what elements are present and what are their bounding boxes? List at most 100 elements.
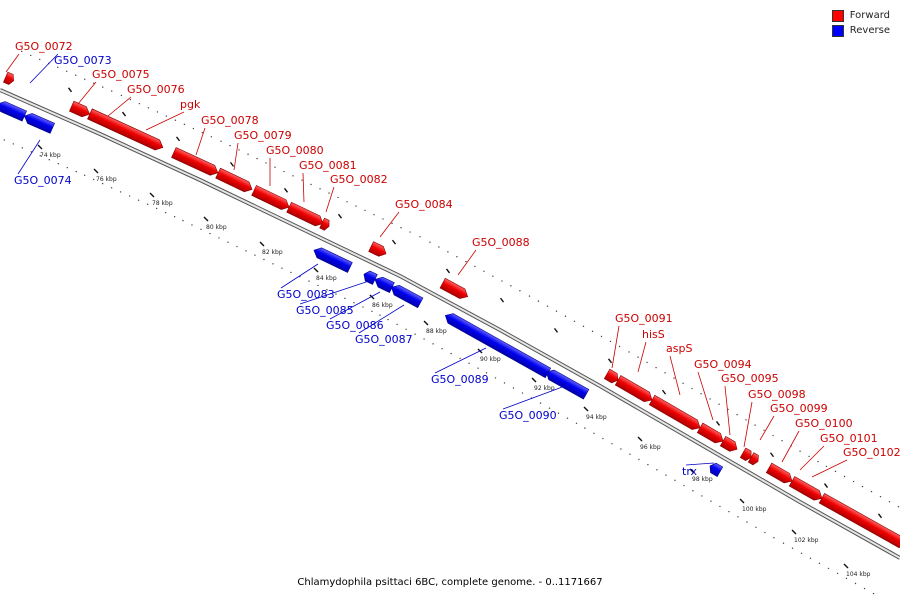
leader-line (145, 111, 185, 131)
track-dot (355, 205, 357, 207)
gene-arrow[interactable] (543, 367, 590, 400)
gene-arrow[interactable] (614, 375, 655, 405)
gene-arrow[interactable] (389, 282, 424, 309)
gene-arrow[interactable] (87, 108, 165, 153)
gene-arrow[interactable] (747, 452, 761, 467)
gene-arrow[interactable] (439, 277, 470, 301)
gene-label[interactable]: G5O_0075 (92, 68, 150, 81)
track-dot (328, 192, 330, 194)
gene-G5O_0099[interactable] (747, 452, 761, 467)
gene-label[interactable]: G5O_0074 (14, 174, 72, 187)
gene-arrow[interactable] (251, 185, 292, 212)
gene-G5O_0083[interactable] (312, 245, 353, 273)
gene-arrow[interactable] (22, 111, 55, 134)
gene-label[interactable]: G5O_0080 (266, 144, 324, 157)
gene-label[interactable]: G5O_0087 (355, 333, 413, 346)
gene-aspS[interactable] (648, 394, 703, 432)
gene-label[interactable]: G5O_0100 (795, 417, 853, 430)
gene-label[interactable]: G5O_0091 (615, 312, 673, 325)
gene-G5O_0073[interactable] (0, 99, 27, 122)
gene-label[interactable]: G5O_0088 (472, 236, 530, 249)
gene-label[interactable]: G5O_0079 (234, 129, 292, 142)
gene-label[interactable]: hisS (642, 328, 665, 341)
gene-label[interactable]: G5O_0072 (15, 40, 73, 53)
gene-G5O_0080[interactable] (251, 185, 292, 212)
gene-G5O_0078[interactable] (171, 147, 221, 178)
gene-G5O_0090[interactable] (543, 367, 590, 400)
gene-arrow[interactable] (818, 492, 900, 550)
gene-label[interactable]: G5O_0078 (201, 114, 259, 127)
gene-arrow[interactable] (373, 275, 395, 294)
gene-arrow[interactable] (443, 311, 552, 379)
gene-arrow[interactable] (215, 167, 255, 194)
tick-label: 94 kbp (586, 414, 607, 421)
gene-label[interactable]: G5O_0073 (54, 54, 112, 67)
track-dot (119, 191, 122, 193)
track-dot (274, 166, 276, 168)
gene-label[interactable]: G5O_0101 (820, 432, 878, 445)
gene-G5O_0084[interactable] (368, 241, 389, 259)
gene-arrow[interactable] (69, 100, 91, 119)
gene-arrow[interactable] (362, 269, 378, 285)
gene-arrow[interactable] (286, 201, 326, 228)
gene-label[interactable]: G5O_0102 (843, 446, 900, 459)
tick-label: 92 kbp (534, 385, 555, 392)
gene-G5O_0091[interactable] (603, 368, 621, 385)
track-dot (845, 577, 848, 580)
gene-arrow[interactable] (648, 394, 703, 432)
gene-G5O_0087[interactable] (389, 282, 424, 309)
gene-arrow[interactable] (368, 241, 389, 259)
track-dot (281, 267, 283, 269)
tick-label: 76 kbp (96, 176, 117, 183)
gene-arrow[interactable] (319, 217, 332, 231)
gene-label[interactable]: G5O_0098 (748, 388, 806, 401)
track-dot (423, 338, 425, 340)
gene-label[interactable]: G5O_0083 (277, 288, 335, 301)
gene-G5O_0082[interactable] (319, 217, 332, 231)
gene-pgk[interactable] (87, 108, 165, 153)
gene-G5O_0094[interactable] (696, 422, 726, 446)
gene-arrow[interactable] (719, 436, 740, 454)
gene-label[interactable]: G5O_0099 (770, 402, 828, 415)
gene-label[interactable]: G5O_0090 (499, 409, 557, 422)
gene-G5O_0081[interactable] (286, 201, 326, 228)
gene-G5O_0086[interactable] (373, 275, 395, 294)
gene-label[interactable]: G5O_0095 (721, 372, 779, 385)
gene-arrow[interactable] (171, 147, 221, 178)
gene-G5O_0101[interactable] (788, 476, 824, 504)
gene-G5O_0100[interactable] (765, 462, 795, 486)
gene-arrow[interactable] (739, 447, 754, 462)
gene-label[interactable]: pgk (180, 98, 201, 111)
gene-G5O_0088[interactable] (439, 277, 470, 301)
gene-label[interactable]: G5O_0086 (326, 319, 384, 332)
gene-G5O_0074[interactable] (22, 111, 55, 134)
gene-label[interactable]: G5O_0085 (296, 304, 354, 317)
gene-label[interactable]: aspS (666, 342, 692, 355)
gene-arrow[interactable] (696, 422, 726, 446)
gene-G5O_0075[interactable] (69, 100, 91, 119)
gene-label[interactable]: G5O_0084 (395, 198, 453, 211)
gene-G5O_0089[interactable] (443, 311, 552, 379)
gene-G5O_0098[interactable] (739, 447, 754, 462)
gene-label[interactable]: trx (682, 465, 698, 478)
gene-arrow[interactable] (3, 71, 15, 86)
gene-arrow[interactable] (765, 462, 795, 486)
gene-label[interactable]: G5O_0081 (299, 159, 357, 172)
gene-arrow[interactable] (312, 245, 353, 273)
gene-label[interactable]: G5O_0094 (694, 358, 752, 371)
gene-G5O_0079[interactable] (215, 167, 255, 194)
gene-hisS[interactable] (614, 375, 655, 405)
gene-G5O_0085[interactable] (362, 269, 378, 285)
gene-arrow[interactable] (707, 461, 724, 477)
gene-label[interactable]: G5O_0076 (127, 83, 185, 96)
gene-arrow[interactable] (0, 99, 27, 122)
gene-arrow[interactable] (603, 368, 621, 385)
gene-G5O_0095[interactable] (719, 436, 740, 454)
gene-G5O_0072[interactable] (3, 71, 15, 86)
gene-arrow[interactable] (788, 476, 824, 504)
gene-label[interactable]: G5O_0089 (431, 373, 489, 386)
track-dot (836, 572, 839, 575)
gene-trx[interactable] (707, 461, 724, 477)
gene-label[interactable]: G5O_0082 (330, 173, 388, 186)
gene-G5O_0102[interactable] (818, 492, 900, 550)
